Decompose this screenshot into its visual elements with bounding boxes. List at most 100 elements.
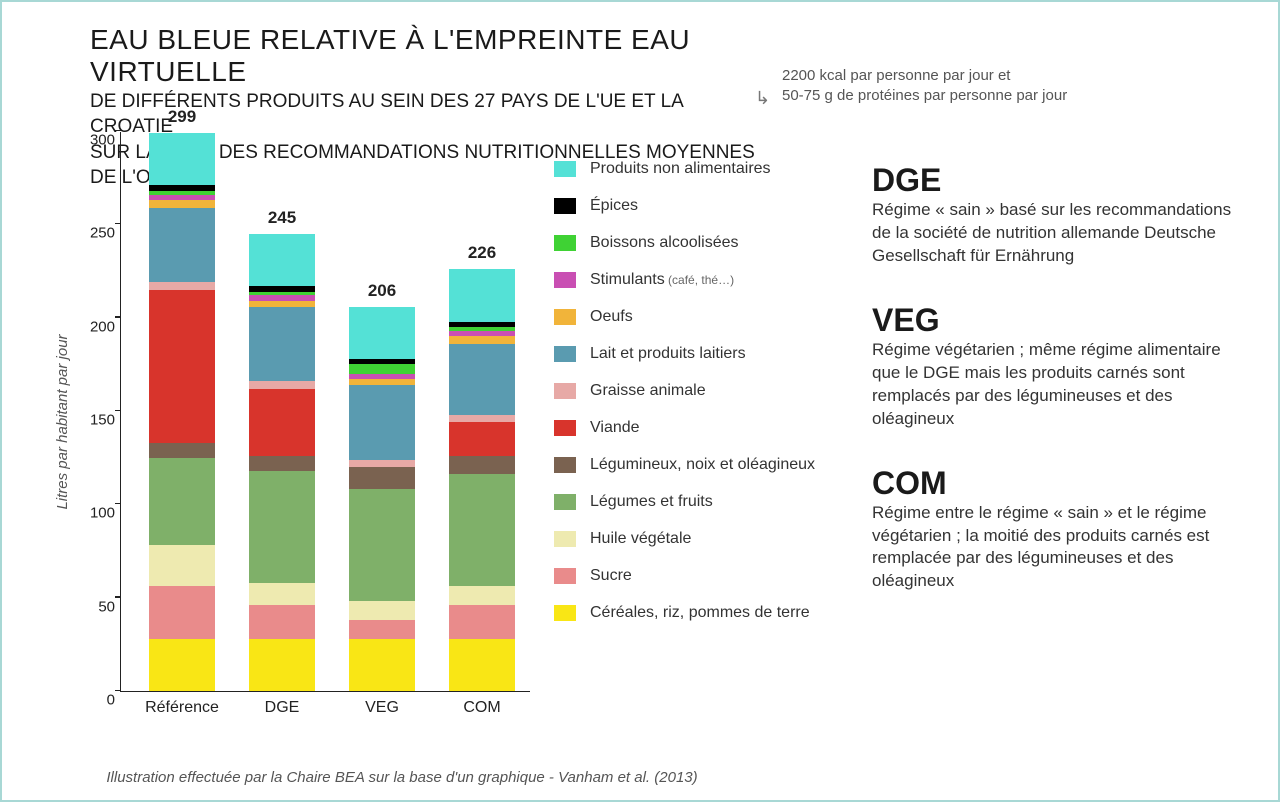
bar-segment-dairy bbox=[149, 208, 215, 283]
annotation-arrow: ↲ bbox=[755, 88, 770, 109]
definition-text: Régime entre le régime « sain » et le ré… bbox=[872, 502, 1252, 594]
legend-swatch bbox=[554, 161, 576, 177]
bar-segment-animfat bbox=[249, 381, 315, 388]
bar-référence: 299Référence bbox=[149, 133, 215, 691]
plot-area: 050100150200250300299Référence245DGE206V… bbox=[120, 132, 530, 692]
bar-segment-vegfruit bbox=[449, 474, 515, 586]
kcal-note: 2200 kcal par personne par jour et 50-75… bbox=[782, 66, 1067, 105]
legend-item-nonfood: Produits non alimentaires bbox=[554, 160, 844, 178]
kcal-line-2: 50-75 g de protéines par personne par jo… bbox=[782, 86, 1067, 106]
bar-veg: 206VEG bbox=[349, 307, 415, 691]
definition-com: COMRégime entre le régime « sain » et le… bbox=[872, 465, 1252, 594]
legend-label: Légumineux, noix et oléagineux bbox=[590, 456, 815, 474]
bar-category-label: VEG bbox=[342, 691, 421, 717]
y-tick-label: 300 bbox=[81, 132, 115, 149]
legend-label: Viande bbox=[590, 419, 640, 437]
title-main: EAU BLEUE RELATIVE À L'EMPREINTE EAU VIR… bbox=[90, 24, 770, 88]
legend-item-eggs: Oeufs bbox=[554, 308, 844, 326]
bar-category-label: DGE bbox=[242, 691, 321, 717]
bar-segment-legumes bbox=[249, 456, 315, 471]
bar-total-label: 299 bbox=[149, 107, 215, 133]
definitions-panel: DGERégime « sain » basé sur les recomman… bbox=[872, 162, 1252, 627]
legend-item-alcohol: Boissons alcoolisées bbox=[554, 234, 844, 252]
bar-segment-meat bbox=[149, 290, 215, 443]
bar-segment-nonfood bbox=[449, 269, 515, 321]
bar-segment-nonfood bbox=[149, 133, 215, 185]
legend-swatch bbox=[554, 531, 576, 547]
y-tick-label: 0 bbox=[81, 692, 115, 709]
legend-swatch bbox=[554, 494, 576, 510]
legend-swatch bbox=[554, 457, 576, 473]
y-tick-mark bbox=[115, 130, 121, 132]
bar-segment-eggs bbox=[449, 336, 515, 343]
bar-segment-vegoil bbox=[349, 601, 415, 620]
legend-label: Stimulants (café, thé…) bbox=[590, 271, 734, 289]
bar-segment-cereals bbox=[449, 639, 515, 691]
y-tick-mark bbox=[115, 410, 121, 412]
bar-segment-legumes bbox=[349, 467, 415, 489]
bar-segment-vegfruit bbox=[349, 489, 415, 601]
legend-item-meat: Viande bbox=[554, 419, 844, 437]
legend-item-dairy: Lait et produits laitiers bbox=[554, 345, 844, 363]
legend-label: Épices bbox=[590, 197, 638, 215]
bar-com: 226COM bbox=[449, 269, 515, 691]
legend-swatch bbox=[554, 198, 576, 214]
legend-swatch bbox=[554, 235, 576, 251]
bar-segment-dairy bbox=[249, 307, 315, 382]
bar-segment-eggs bbox=[149, 200, 215, 207]
y-axis-label: Litres par habitant par jour bbox=[54, 334, 71, 509]
y-tick-mark bbox=[115, 503, 121, 505]
legend-label: Graisse animale bbox=[590, 382, 706, 400]
legend-swatch bbox=[554, 420, 576, 436]
bar-category-label: Référence bbox=[142, 691, 221, 717]
legend-sub-label: (café, thé…) bbox=[665, 273, 734, 287]
bar-segment-vegoil bbox=[149, 545, 215, 586]
y-tick-label: 50 bbox=[81, 598, 115, 615]
legend-swatch bbox=[554, 568, 576, 584]
kcal-line-1: 2200 kcal par personne par jour et bbox=[782, 66, 1067, 86]
legend-item-sugar: Sucre bbox=[554, 567, 844, 585]
bar-segment-dairy bbox=[449, 344, 515, 415]
bar-segment-vegoil bbox=[249, 583, 315, 605]
y-tick-mark bbox=[115, 596, 121, 598]
definition-text: Régime végétarien ; même régime alimenta… bbox=[872, 339, 1252, 431]
bar-dge: 245DGE bbox=[249, 234, 315, 691]
bar-segment-cereals bbox=[149, 639, 215, 691]
bar-segment-sugar bbox=[249, 605, 315, 639]
legend-item-vegfruit: Légumes et fruits bbox=[554, 493, 844, 511]
definition-title: COM bbox=[872, 465, 1252, 502]
legend-item-legumes: Légumineux, noix et oléagineux bbox=[554, 456, 844, 474]
y-tick-label: 150 bbox=[81, 412, 115, 429]
bar-segment-sugar bbox=[149, 586, 215, 638]
bar-segment-cereals bbox=[249, 639, 315, 691]
definition-text: Régime « sain » basé sur les recommandat… bbox=[872, 199, 1252, 268]
legend-item-spices: Épices bbox=[554, 197, 844, 215]
bar-segment-vegfruit bbox=[149, 458, 215, 546]
bar-total-label: 226 bbox=[449, 243, 515, 269]
legend-item-animfat: Graisse animale bbox=[554, 382, 844, 400]
legend-swatch bbox=[554, 605, 576, 621]
bar-segment-animfat bbox=[149, 282, 215, 289]
bar-segment-cereals bbox=[349, 639, 415, 691]
bar-segment-nonfood bbox=[349, 307, 415, 359]
chart-area: Litres par habitant par jour 05010015020… bbox=[62, 132, 532, 722]
bar-segment-meat bbox=[449, 422, 515, 456]
legend-label: Boissons alcoolisées bbox=[590, 234, 739, 252]
y-tick-label: 250 bbox=[81, 225, 115, 242]
definition-veg: VEGRégime végétarien ; même régime alime… bbox=[872, 302, 1252, 431]
bar-segment-animfat bbox=[349, 460, 415, 467]
legend-label: Produits non alimentaires bbox=[590, 160, 771, 178]
legend-swatch bbox=[554, 309, 576, 325]
legend-label: Légumes et fruits bbox=[590, 493, 713, 511]
legend-label: Céréales, riz, pommes de terre bbox=[590, 604, 810, 622]
bar-segment-nonfood bbox=[249, 234, 315, 286]
legend-item-vegoil: Huile végétale bbox=[554, 530, 844, 548]
credit-line: Illustration effectuée par la Chaire BEA… bbox=[2, 769, 802, 786]
y-tick-label: 100 bbox=[81, 505, 115, 522]
bar-segment-sugar bbox=[349, 620, 415, 639]
legend-label: Huile végétale bbox=[590, 530, 691, 548]
legend-item-cereals: Céréales, riz, pommes de terre bbox=[554, 604, 844, 622]
y-tick-mark bbox=[115, 316, 121, 318]
legend-item-stimulants: Stimulants (café, thé…) bbox=[554, 271, 844, 289]
bar-total-label: 245 bbox=[249, 208, 315, 234]
